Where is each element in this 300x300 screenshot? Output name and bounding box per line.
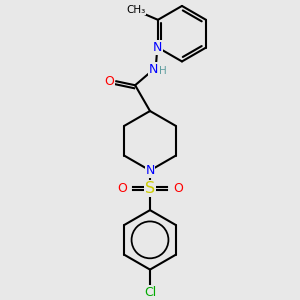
Text: N: N [153, 41, 163, 54]
Text: S: S [145, 181, 155, 196]
Text: Cl: Cl [144, 286, 156, 299]
Text: H: H [159, 66, 167, 76]
Text: O: O [117, 182, 127, 195]
Text: O: O [173, 182, 183, 195]
Text: CH₃: CH₃ [127, 5, 146, 15]
Text: N: N [148, 63, 158, 76]
Text: N: N [145, 164, 155, 177]
Text: N: N [153, 41, 163, 54]
Text: N: N [145, 164, 155, 177]
Text: O: O [104, 75, 114, 88]
